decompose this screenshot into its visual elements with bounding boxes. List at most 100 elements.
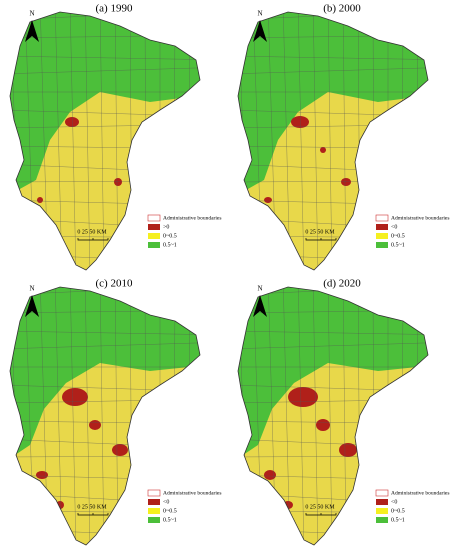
north-arrow bbox=[253, 295, 267, 317]
legend-swatch bbox=[375, 214, 389, 222]
boundary-line bbox=[282, 287, 291, 545]
negative-patch bbox=[320, 147, 326, 153]
boundary-line bbox=[415, 287, 419, 545]
negative-patch bbox=[316, 419, 330, 431]
scale-label: 0 25 50 KM bbox=[77, 504, 107, 510]
negative-patch bbox=[339, 443, 357, 457]
legend-label: >0 bbox=[163, 224, 169, 230]
boundary-line bbox=[99, 12, 105, 270]
negative-patch bbox=[134, 415, 146, 425]
negative-patch bbox=[361, 415, 375, 425]
legend-label: 0.5~1 bbox=[163, 242, 177, 248]
legend-label: 0~0.5 bbox=[391, 233, 405, 239]
negative-patch bbox=[65, 117, 79, 127]
legend-swatch bbox=[148, 233, 160, 239]
boundary-line bbox=[10, 287, 21, 545]
negative-patch bbox=[37, 197, 43, 203]
scale-bar bbox=[77, 238, 109, 241]
boundary-line bbox=[69, 287, 77, 545]
negative-patch bbox=[36, 471, 48, 479]
legend-swatch bbox=[376, 233, 388, 239]
high-region bbox=[10, 287, 200, 465]
high-region bbox=[238, 12, 428, 200]
boundary-line bbox=[238, 253, 428, 264]
boundary-line bbox=[297, 12, 305, 270]
negative-patch bbox=[341, 178, 351, 186]
map-panel: (a) 1990 N 0 25 50 KM Administrative bounda… bbox=[9, 0, 222, 275]
boundary-line bbox=[327, 12, 333, 270]
boundary-line bbox=[54, 12, 63, 270]
map-panel: (c) 2010 N 0 25 50 KM Administrative bounda… bbox=[9, 275, 222, 550]
negative-patch bbox=[288, 387, 318, 407]
boundary-line bbox=[238, 287, 249, 545]
high-region bbox=[238, 287, 428, 465]
legend-label: 0~0.5 bbox=[163, 233, 177, 239]
boundary-line bbox=[10, 66, 200, 75]
boundary-line bbox=[202, 0, 205, 275]
legend-swatch bbox=[376, 517, 388, 523]
boundary-line bbox=[238, 528, 428, 539]
panel-title: (b) 2000 bbox=[323, 3, 361, 15]
negative-patch bbox=[114, 178, 122, 186]
legend-label: <0 bbox=[391, 224, 397, 230]
scale-label: 0 25 50 KM bbox=[305, 229, 335, 235]
boundary-line bbox=[238, 66, 428, 75]
boundary-line bbox=[10, 253, 200, 264]
legend-label: <0 bbox=[391, 499, 397, 505]
boundary-line bbox=[10, 12, 21, 270]
boundary-line bbox=[297, 287, 305, 545]
map-panel: (d) 2020 N 0 25 50 KM Administrative bounda… bbox=[237, 275, 450, 550]
panel-title: (c) 2010 bbox=[96, 278, 133, 290]
negative-patch bbox=[62, 388, 88, 406]
boundary-line bbox=[282, 12, 291, 270]
legend-swatch bbox=[376, 499, 388, 505]
legend-label: 0~0.5 bbox=[391, 508, 405, 514]
negative-patch bbox=[291, 116, 309, 128]
boundary-line bbox=[327, 287, 333, 545]
legend-label: <0 bbox=[163, 499, 169, 505]
legend-label: 0~0.5 bbox=[163, 508, 177, 514]
legend-label: 0.5~1 bbox=[163, 517, 177, 523]
legend-title: Administrative boundaries bbox=[391, 490, 450, 496]
north-label: N bbox=[29, 285, 34, 293]
scale-label: 0 25 50 KM bbox=[305, 504, 335, 510]
boundary-line bbox=[312, 12, 319, 270]
north-arrow bbox=[253, 20, 267, 42]
scale-bar bbox=[305, 513, 337, 516]
boundary-line bbox=[187, 287, 191, 545]
legend-swatch bbox=[376, 242, 388, 248]
boundary-line bbox=[415, 12, 419, 270]
boundary-line bbox=[238, 510, 428, 514]
boundary-line bbox=[312, 287, 319, 545]
legend-swatch bbox=[148, 517, 160, 523]
boundary-line bbox=[84, 12, 91, 270]
negative-patch bbox=[89, 420, 101, 430]
north-label: N bbox=[257, 285, 262, 293]
legend-swatch bbox=[147, 214, 161, 222]
boundary-line bbox=[238, 235, 428, 239]
negative-patch bbox=[264, 197, 272, 203]
legend-title: Administrative boundaries bbox=[391, 215, 450, 221]
boundary-line bbox=[10, 341, 200, 350]
boundary-line bbox=[69, 12, 77, 270]
legend-swatch bbox=[376, 224, 388, 230]
legend-swatch bbox=[148, 224, 160, 230]
north-arrow bbox=[25, 20, 39, 42]
legend-label: 0.5~1 bbox=[391, 242, 405, 248]
legend-swatch bbox=[148, 499, 160, 505]
boundary-line bbox=[430, 275, 433, 550]
boundary-line bbox=[238, 12, 249, 270]
north-arrow bbox=[25, 295, 39, 317]
legend-swatch bbox=[375, 489, 389, 497]
boundary-line bbox=[430, 0, 433, 275]
boundary-line bbox=[10, 330, 200, 336]
legend-swatch bbox=[376, 508, 388, 514]
scale-bar bbox=[305, 238, 337, 241]
north-label: N bbox=[257, 10, 262, 18]
boundary-line bbox=[10, 528, 200, 539]
panel-title: (a) 1990 bbox=[96, 3, 133, 15]
boundary-line bbox=[202, 275, 205, 550]
legend-swatch bbox=[148, 508, 160, 514]
negative-patch bbox=[264, 470, 276, 480]
boundary-line bbox=[238, 55, 428, 61]
